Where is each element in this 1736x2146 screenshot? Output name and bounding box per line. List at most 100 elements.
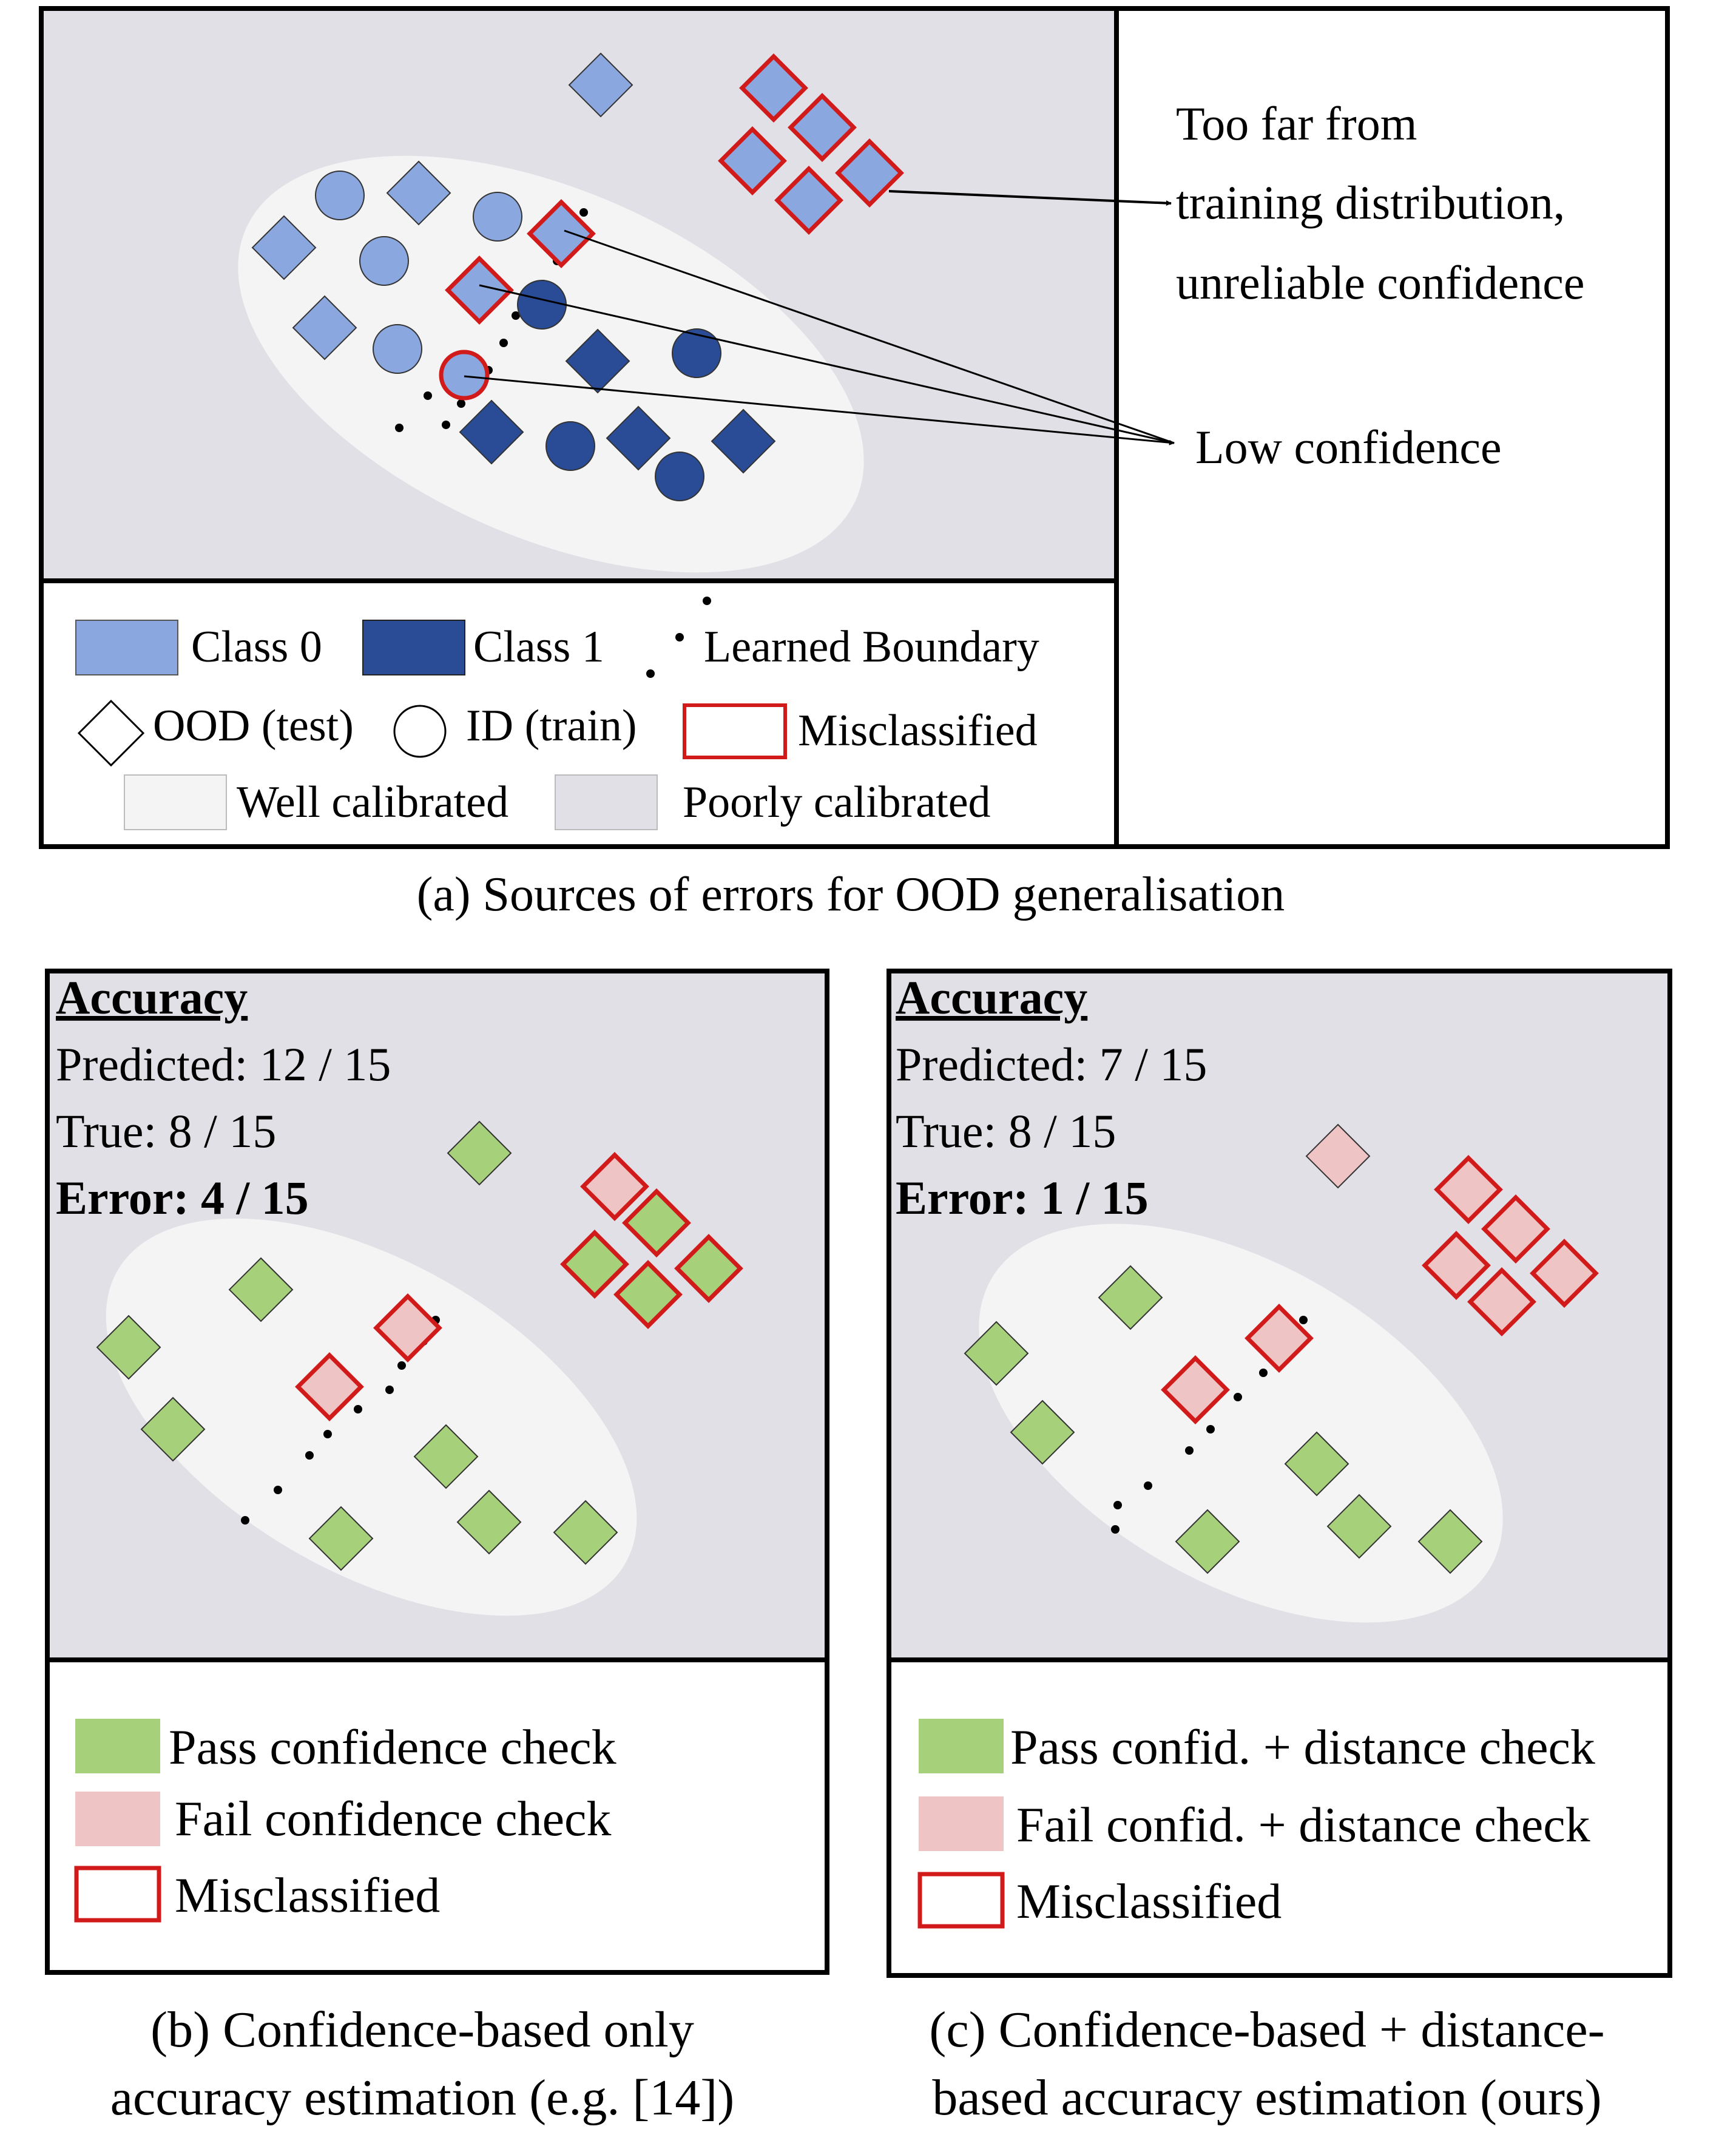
- legend-boundary-dot: [646, 669, 655, 678]
- boundary-dot: [274, 1486, 282, 1494]
- id-class1: [655, 452, 704, 501]
- boundary-dot: [1144, 1481, 1152, 1490]
- boundary-dot: [1299, 1316, 1308, 1324]
- fail-point-misclassified: [1530, 1239, 1599, 1308]
- panel-c-legend-fail-label: Fail confid. + distance check: [1016, 1797, 1590, 1852]
- fail-point: [1305, 1123, 1371, 1189]
- ood-class0-misclassified: [835, 138, 904, 208]
- pass-point-misclassified: [674, 1234, 743, 1303]
- panel-c-points: [964, 1123, 1599, 1574]
- caption-b-line-2: accuracy estimation (e.g. [14]): [110, 2070, 735, 2126]
- boundary-dot: [1111, 1525, 1120, 1534]
- id-class0: [315, 171, 365, 220]
- legend-class0-label: Class 0: [191, 622, 322, 672]
- pass-point: [553, 1500, 618, 1565]
- legend-boundary-dot: [675, 633, 684, 641]
- caption-a: (a) Sources of errors for OOD generalisa…: [417, 868, 1285, 921]
- pass-point: [228, 1257, 294, 1322]
- legend-class0-swatch: [75, 620, 178, 675]
- annotation-low: Low confidence: [1195, 421, 1502, 473]
- pass-point: [1326, 1494, 1392, 1559]
- boundary-dot: [385, 1386, 394, 1394]
- fail-point-misclassified: [295, 1352, 364, 1421]
- pass-point-misclassified: [622, 1188, 691, 1257]
- fail-point-misclassified: [1245, 1304, 1314, 1373]
- pass-point: [1098, 1265, 1163, 1330]
- panel-a-frame: [39, 6, 1670, 849]
- boundary-dot: [1234, 1393, 1242, 1401]
- arrow-low-3: [464, 375, 1175, 445]
- annotation-far-line-2: training distribution,: [1176, 176, 1565, 229]
- id-class0: [473, 192, 522, 242]
- legend-poor-label: Poorly calibrated: [683, 777, 991, 827]
- legend-class1-swatch: [362, 620, 465, 675]
- panel-a-points: [251, 52, 904, 501]
- legend-ood-label: OOD (test): [153, 701, 354, 751]
- ood-class0-misclassified: [774, 166, 843, 235]
- id-class0-misclassified: [439, 350, 490, 401]
- legend-misclassified-label: Misclassified: [798, 706, 1038, 756]
- ood-class0: [568, 52, 633, 118]
- boundary-dot: [424, 391, 432, 400]
- panel-c-legend-pass-label: Pass confid. + distance check: [1010, 1719, 1595, 1775]
- id-class1: [672, 328, 721, 378]
- boundary-dot: [1113, 1501, 1122, 1509]
- pass-point: [96, 1315, 161, 1380]
- legend-id-label: ID (train): [466, 701, 637, 751]
- legend-well-swatch: [124, 774, 227, 830]
- ood-class1: [459, 399, 524, 465]
- arrow-far: [888, 190, 1172, 206]
- panel-b-points: [96, 1120, 743, 1571]
- panel-b-legend-misclassified-label: Misclassified: [175, 1867, 440, 1923]
- pass-point: [413, 1424, 479, 1489]
- panel-b-true: True: 8 / 15: [56, 1105, 276, 1157]
- fail-point-misclassified: [1467, 1267, 1536, 1336]
- ood-class0-misclassified: [445, 256, 514, 325]
- annotation-far-line-1: Too far from: [1176, 97, 1417, 150]
- panel-b-legend-fail-label: Fail confidence check: [175, 1791, 611, 1846]
- annotation-far-line-3: unreliable confidence: [1176, 256, 1584, 309]
- ood-class1: [711, 408, 776, 474]
- boundary-dot: [1259, 1369, 1268, 1377]
- panel-a: Too far from training distribution, unre…: [39, 6, 1670, 921]
- panel-b-error: Error: 4 / 15: [56, 1171, 309, 1224]
- legend-boundary-label: Learned Boundary: [704, 622, 1039, 672]
- legend-ood-diamond: [77, 699, 145, 767]
- legend-misclassified-box: [683, 703, 787, 759]
- pass-point: [140, 1396, 206, 1462]
- panel-b-predicted: Predicted: 12 / 15: [56, 1038, 391, 1091]
- boundary-dot: [457, 399, 465, 408]
- panel-c-error: Error: 1 / 15: [896, 1171, 1149, 1224]
- boundary-dot: [241, 1516, 249, 1525]
- fail-point-misclassified: [1481, 1194, 1550, 1264]
- panel-c-legend-pass-swatch: [919, 1719, 1004, 1773]
- id-class1: [545, 421, 595, 471]
- fail-point-misclassified: [373, 1293, 442, 1362]
- legend-id-circle: [393, 705, 447, 758]
- id-class1: [517, 280, 567, 330]
- pass-point: [1417, 1509, 1483, 1574]
- pass-point: [1010, 1400, 1075, 1465]
- pass-point: [964, 1321, 1029, 1386]
- id-class0: [359, 236, 409, 286]
- fail-point-misclassified: [580, 1152, 649, 1221]
- ood-class0-misclassified: [718, 126, 787, 195]
- panel-c-predicted: Predicted: 7 / 15: [896, 1038, 1207, 1091]
- boundary-dot: [442, 421, 450, 429]
- legend-boundary-dot: [703, 597, 711, 605]
- ood-class0: [292, 295, 357, 360]
- panel-c-legend-fail-swatch: [919, 1796, 1004, 1851]
- panel-b-legend-pass-swatch: [75, 1719, 160, 1773]
- panel-b-accuracy-title: Accuracy: [56, 971, 248, 1024]
- fail-point-misclassified: [1422, 1231, 1491, 1300]
- legend-well-label: Well calibrated: [237, 777, 508, 827]
- legend-class1-label: Class 1: [473, 622, 604, 672]
- boundary-dot: [395, 424, 404, 432]
- caption-c-line-1: (c) Confidence-based + distance-: [929, 2002, 1604, 2058]
- boundary-dot: [397, 1361, 406, 1370]
- panel-c-frame: [887, 969, 1672, 1978]
- boundary-dot: [1206, 1425, 1215, 1433]
- boundary-dot: [1185, 1446, 1194, 1455]
- ood-class0: [386, 160, 451, 226]
